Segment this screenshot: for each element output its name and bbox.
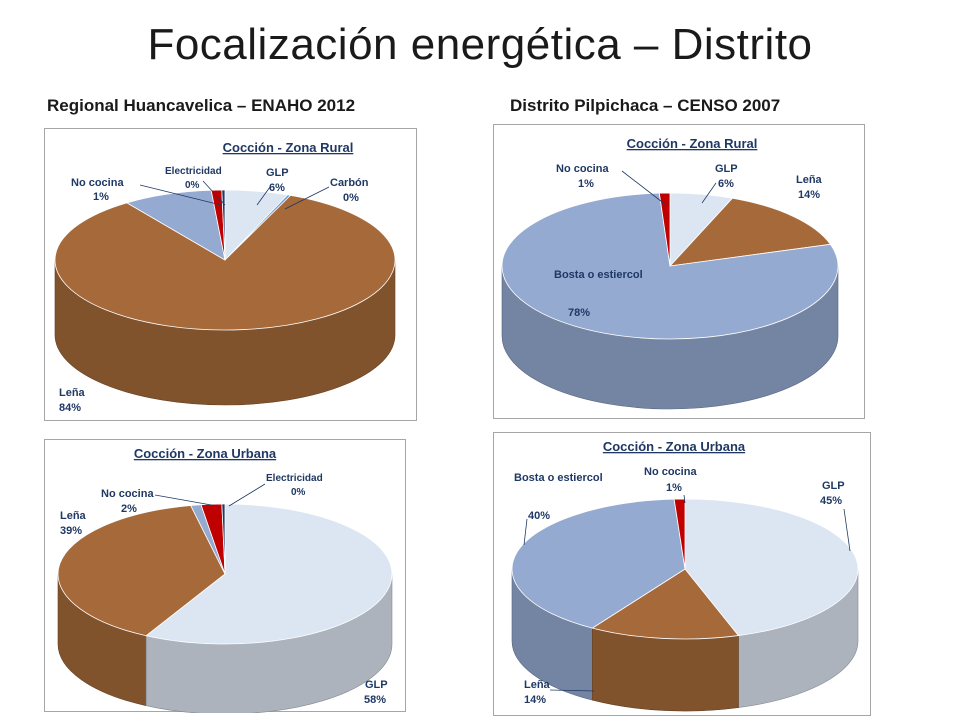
label-glp-pct: 45%	[820, 495, 842, 507]
label-glp-name: GLP	[365, 679, 388, 691]
pie-slice-bosta	[511, 498, 686, 629]
label-lena-pct: 84%	[59, 402, 81, 414]
labels-distrito-rural: No cocina 1% GLP 6% Leña 14% Bosta o est…	[554, 163, 823, 319]
label-no-cocina-name: No cocina	[644, 466, 697, 478]
pie-slice-lena	[54, 194, 396, 331]
chart-distrito-rural-svg: Cocción - Zona Rural No cocina 1% GLP 6%…	[501, 136, 839, 410]
pie-slice-lena	[57, 505, 226, 637]
pie-slice-electricidad	[221, 189, 226, 261]
page-title: Focalización energética – Distrito	[147, 20, 813, 69]
label-carbon-pct: 0%	[343, 192, 359, 204]
subtitle-regional: Regional Huancavelica – ENAHO 2012	[47, 96, 356, 115]
label-lena-name: Leña	[524, 679, 551, 691]
label-glp-name: GLP	[822, 480, 845, 492]
pie-regional-rural	[54, 189, 396, 406]
label-no-cocina-pct: 2%	[121, 503, 137, 515]
pie-slice-bosta	[501, 192, 839, 340]
label-bosta-name: Bosta o estiercol	[554, 269, 643, 281]
pie-regional-urbana	[57, 503, 393, 713]
chart-regional-rural: Cocción - Zona Rural No cocina 1% Electr…	[44, 128, 417, 421]
pie-distrito-urbana	[511, 498, 859, 712]
label-no-cocina-name: No cocina	[71, 177, 124, 189]
pie-slice-glp	[684, 498, 859, 637]
chart-title: Cocción - Zona Rural	[223, 140, 354, 155]
label-no-cocina-name: No cocina	[556, 163, 609, 175]
label-bosta-pct: 78%	[568, 307, 590, 319]
chart-distrito-rural: Cocción - Zona Rural No cocina 1% GLP 6%…	[493, 124, 865, 419]
label-lena-name: Leña	[60, 510, 87, 522]
chart-title: Cocción - Zona Urbana	[603, 439, 746, 454]
label-lena-name: Leña	[59, 387, 86, 399]
label-glp-pct: 6%	[269, 182, 285, 194]
pie-slice-lena	[668, 197, 832, 267]
pie-slice-no_cocina	[673, 498, 686, 570]
pie-slice-glp	[145, 503, 393, 645]
label-electricidad-name: Electricidad	[266, 473, 323, 484]
chart-distrito-urbana-svg: Cocción - Zona Urbana No cocina 1% GLP 4…	[511, 439, 859, 712]
label-lena-name: Leña	[796, 174, 823, 186]
pie-slice-lena	[591, 568, 740, 640]
label-bosta-pct: 40%	[528, 510, 550, 522]
chart-distrito-urbana: Cocción - Zona Urbana No cocina 1% GLP 4…	[493, 432, 871, 716]
chart-regional-urbana-svg: Cocción - Zona Urbana No cocina 2% Elect…	[57, 446, 393, 713]
label-glp-name: GLP	[715, 163, 738, 175]
label-lena-pct: 39%	[60, 525, 82, 537]
label-carbon-name: Carbón	[330, 177, 369, 189]
labels-regional-urbana: No cocina 2% Electricidad 0% Leña 39% GL…	[60, 473, 388, 706]
label-electricidad-pct: 0%	[291, 487, 306, 498]
label-no-cocina-pct: 1%	[666, 482, 682, 494]
chart-title: Cocción - Zona Rural	[627, 136, 758, 151]
chart-title: Cocción - Zona Urbana	[134, 446, 277, 461]
label-bosta-name: Bosta o estiercol	[514, 472, 603, 484]
label-glp-pct: 58%	[364, 694, 386, 706]
pie-slice-no_cocina	[658, 192, 671, 267]
label-no-cocina-pct: 1%	[93, 191, 109, 203]
labels-distrito-urbana: No cocina 1% GLP 45% Bosta o estiercol 4…	[514, 466, 851, 706]
label-lena-pct: 14%	[798, 189, 820, 201]
label-electricidad-name: Electricidad	[165, 166, 222, 177]
subtitle-distrito: Distrito Pilpichaca – CENSO 2007	[510, 96, 781, 115]
pie-slice-electricidad	[221, 503, 226, 575]
label-glp-name: GLP	[266, 167, 289, 179]
label-electricidad-pct: 0%	[185, 180, 200, 191]
pie-distrito-rural	[501, 192, 839, 410]
label-lena-pct: 14%	[524, 694, 546, 706]
chart-regional-urbana: Cocción - Zona Urbana No cocina 2% Elect…	[44, 439, 406, 713]
label-no-cocina-name: No cocina	[101, 488, 154, 500]
label-glp-pct: 6%	[718, 178, 734, 190]
pie-slice-bosta	[125, 189, 226, 261]
pie-side-lena	[592, 627, 739, 712]
chart-regional-rural-svg: Cocción - Zona Rural No cocina 1% Electr…	[54, 140, 396, 414]
label-no-cocina-pct: 1%	[578, 178, 594, 190]
labels-regional-rural: No cocina 1% Electricidad 0% GLP 6% Carb…	[59, 166, 369, 414]
